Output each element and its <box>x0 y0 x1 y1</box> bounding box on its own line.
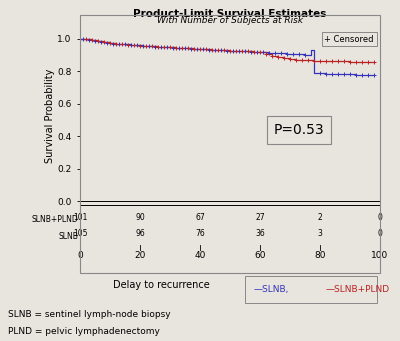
Text: 0: 0 <box>378 213 382 222</box>
Text: 0: 0 <box>378 229 382 238</box>
Text: SLNB+PLND: SLNB+PLND <box>31 216 78 224</box>
Text: —SLNB+PLND: —SLNB+PLND <box>326 285 390 294</box>
Text: 100: 100 <box>371 251 389 260</box>
Text: 76: 76 <box>195 229 205 238</box>
Text: 67: 67 <box>195 213 205 222</box>
Text: SLNB = sentinel lymph-node biopsy: SLNB = sentinel lymph-node biopsy <box>8 310 171 319</box>
Text: 27: 27 <box>255 213 265 222</box>
Text: SLNB: SLNB <box>58 233 78 241</box>
Text: 3: 3 <box>318 229 322 238</box>
Text: 80: 80 <box>314 251 326 260</box>
Text: P=0.53: P=0.53 <box>274 122 324 137</box>
Text: 96: 96 <box>135 229 145 238</box>
Text: Delay to recurrence: Delay to recurrence <box>113 280 209 290</box>
Text: 105: 105 <box>73 229 87 238</box>
Text: —SLNB,: —SLNB, <box>254 285 289 294</box>
Text: PLND = pelvic lymphadenectomy: PLND = pelvic lymphadenectomy <box>8 327 160 336</box>
Text: 0: 0 <box>77 251 83 260</box>
Text: 101: 101 <box>73 213 87 222</box>
Text: 20: 20 <box>134 251 146 260</box>
Text: + Censored: + Censored <box>324 35 374 44</box>
Text: 36: 36 <box>255 229 265 238</box>
Bar <box>245 276 377 303</box>
Text: 90: 90 <box>135 213 145 222</box>
Text: With Number of Subjects at Risk: With Number of Subjects at Risk <box>157 16 303 25</box>
Text: 2: 2 <box>318 213 322 222</box>
Text: 40: 40 <box>194 251 206 260</box>
Text: 60: 60 <box>254 251 266 260</box>
Y-axis label: Survival Probability: Survival Probability <box>44 69 54 163</box>
Title: Product-Limit Survival Estimates: Product-Limit Survival Estimates <box>133 9 327 19</box>
